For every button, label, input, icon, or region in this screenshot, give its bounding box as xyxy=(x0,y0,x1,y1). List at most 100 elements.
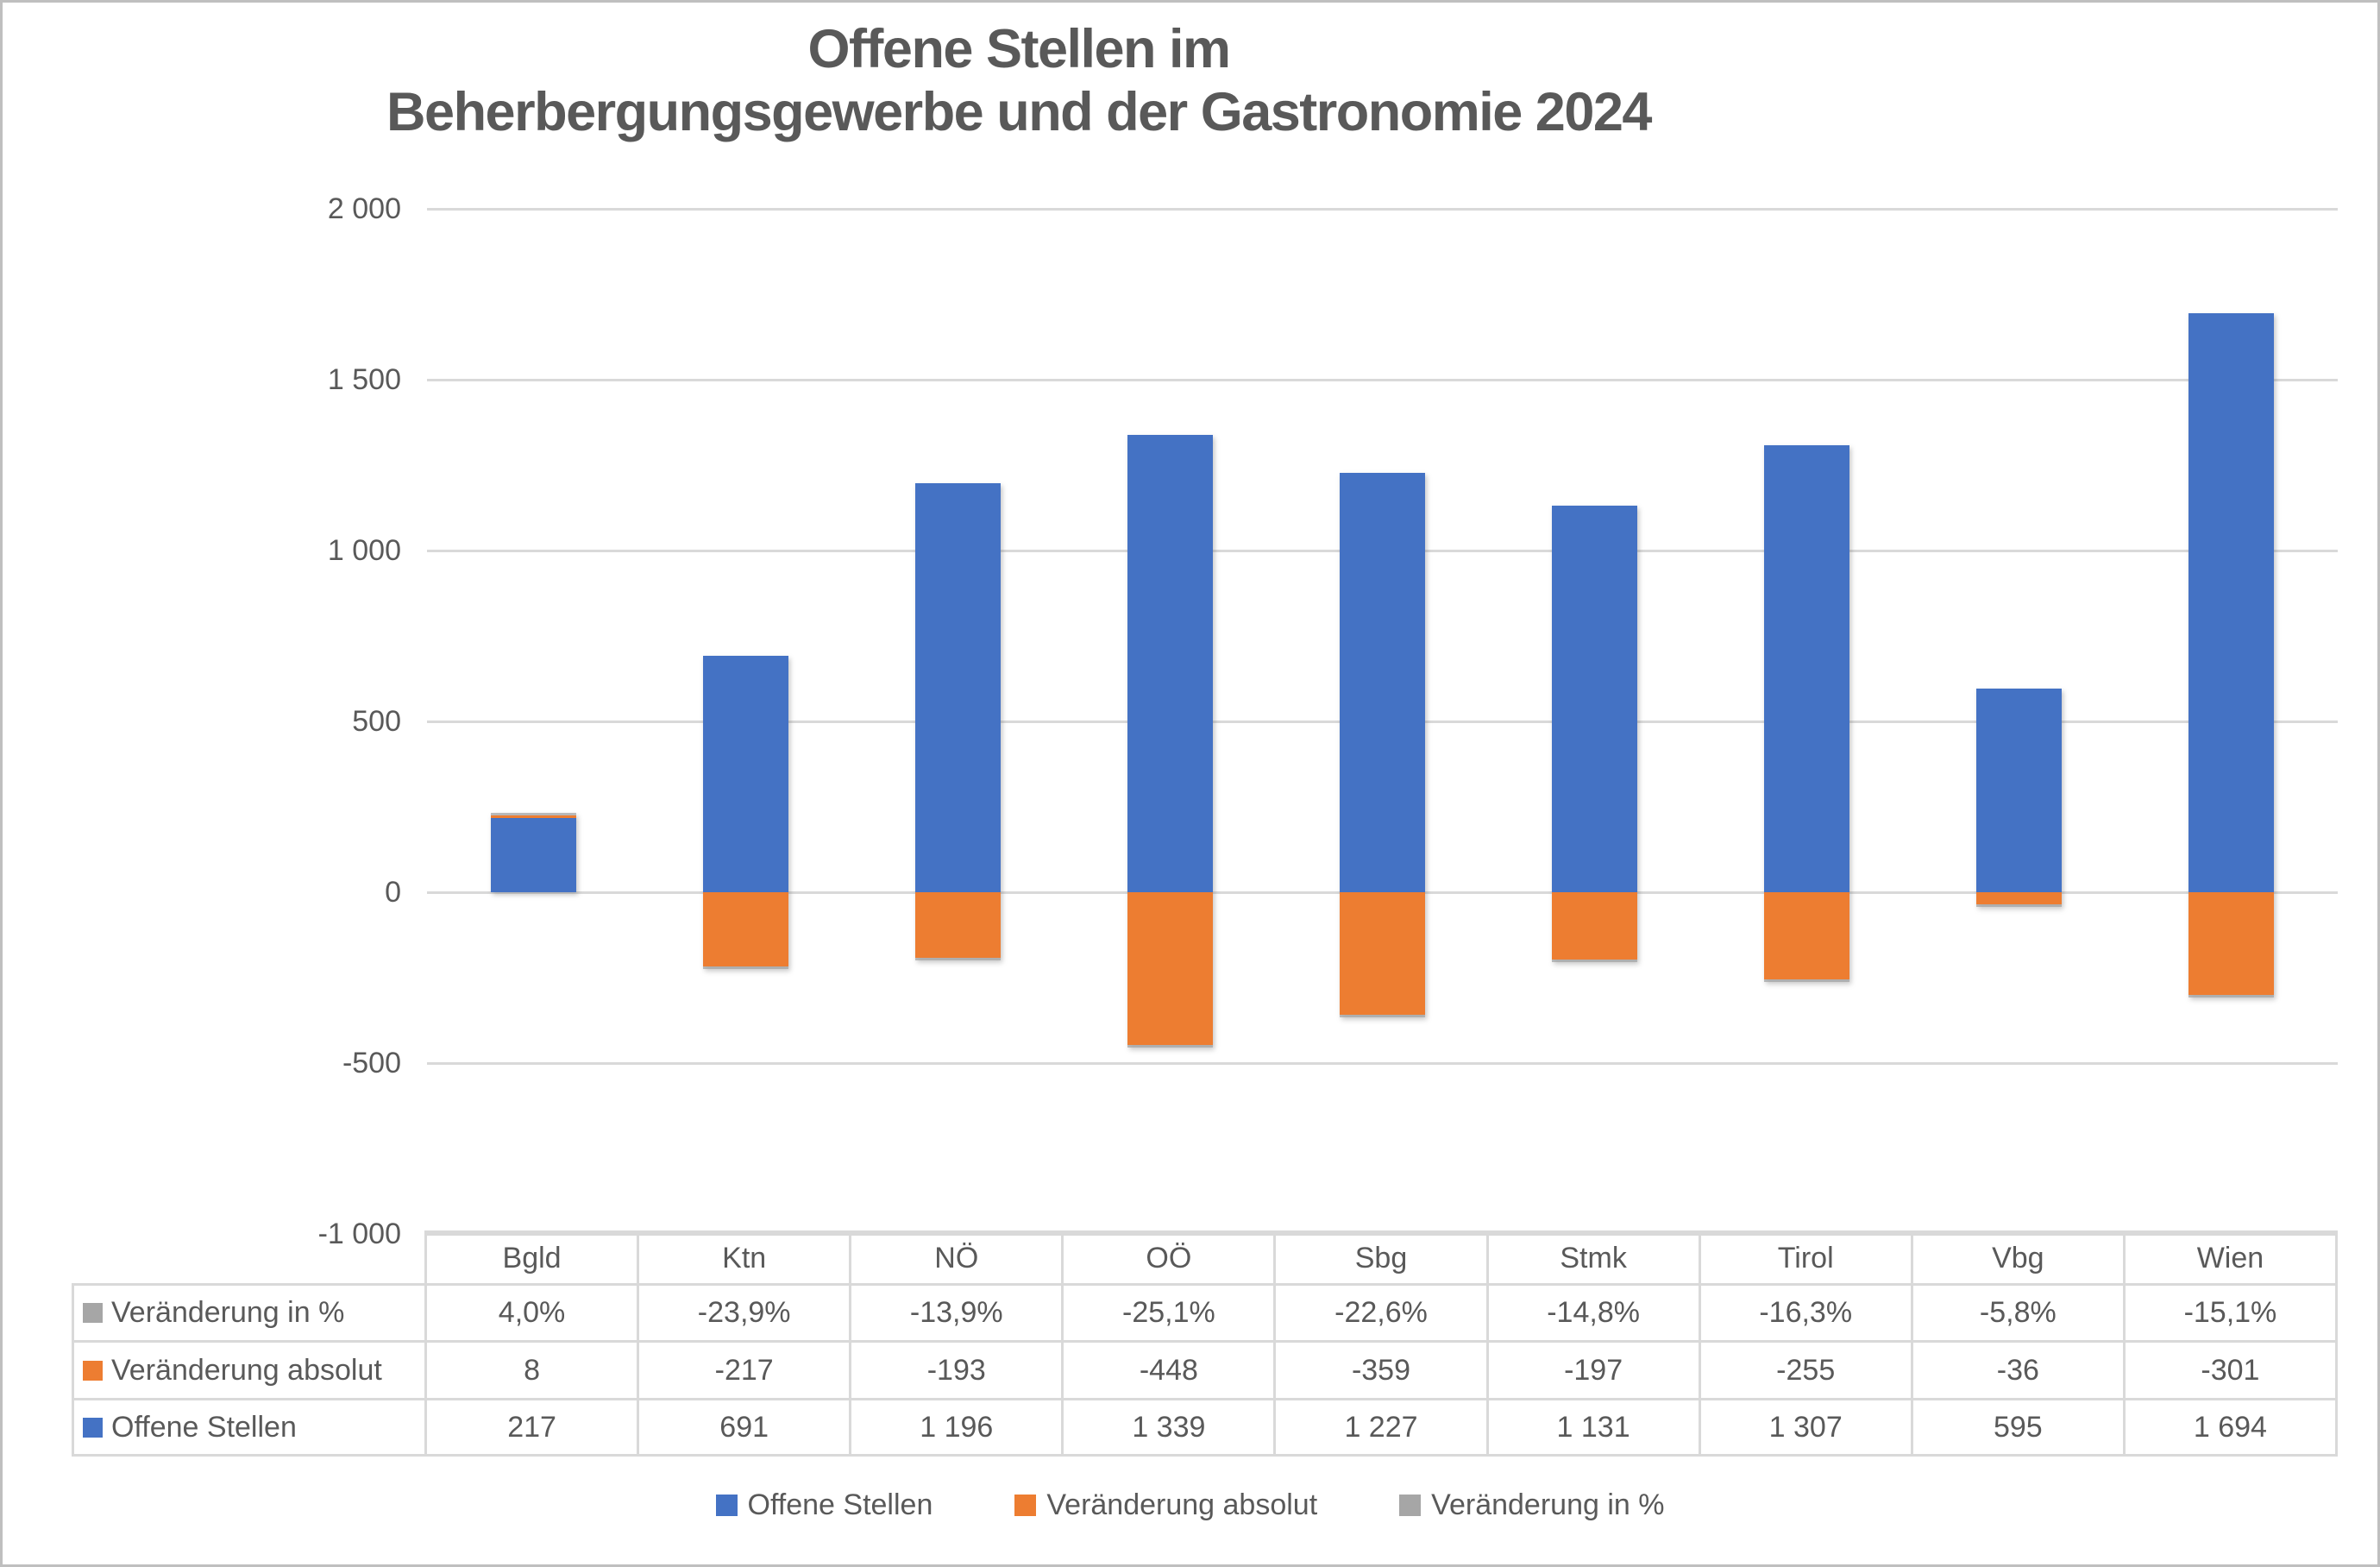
table-header-cell-noe: NÖ xyxy=(851,1230,1064,1286)
legend-key-icon-veraenderung-absolut xyxy=(1014,1495,1037,1516)
table-cell-offene-stellen-bgld: 217 xyxy=(427,1400,640,1457)
bar-offene-stellen-bgld xyxy=(490,818,576,892)
data-table: Bgld Ktn NÖ OÖ Sbg Stmk Tirol Vbg Wien Veränderun… xyxy=(72,1230,2338,1457)
bar-veraenderung-absolut-wien xyxy=(2188,892,2275,996)
bar-veraenderung-absolut-vbg xyxy=(1976,892,2063,905)
table-row-label-offene-stellen: Offene Stellen xyxy=(72,1400,427,1457)
bar-stack-vbg xyxy=(1976,3,2063,1564)
y-axis-tick-label: 0 xyxy=(385,876,401,909)
table-cell-veraenderung-absolut-noe: -193 xyxy=(851,1343,1064,1400)
table-cell-veraenderung-absolut-wien: -301 xyxy=(2125,1343,2338,1400)
table-cell-offene-stellen-noe: 1 196 xyxy=(851,1400,1064,1457)
legend-key-icon-offene-stellen xyxy=(715,1495,738,1516)
bar-stack-sbg xyxy=(1340,3,1425,1564)
bar-veraenderung-absolut-tirol xyxy=(1764,892,1850,979)
bar-offene-stellen-sbg xyxy=(1340,473,1425,892)
table-row-label-text: Veränderung in % xyxy=(111,1296,345,1329)
bar-veraenderung-in-prozent-ktn xyxy=(702,966,788,969)
table-cell-veraenderung-absolut-stmk: -197 xyxy=(1488,1343,1701,1400)
table-header-cell-tirol: Tirol xyxy=(1700,1230,1913,1286)
table-cell-veraenderung-in-prozent-noe: -13,9% xyxy=(851,1286,1064,1343)
legend-item-veraenderung-absolut: Veränderung absolut xyxy=(1014,1488,1317,1522)
table-cell-veraenderung-absolut-sbg: -359 xyxy=(1276,1343,1489,1400)
table-cell-veraenderung-in-prozent-ktn: -23,9% xyxy=(639,1286,852,1343)
table-cell-offene-stellen-vbg: 595 xyxy=(1912,1400,2126,1457)
bar-stack-stmk xyxy=(1552,3,1638,1564)
table-cell-veraenderung-in-prozent-bgld: 4,0% xyxy=(427,1286,640,1343)
bar-veraenderung-in-prozent-ooe xyxy=(1127,1045,1213,1048)
table-cell-offene-stellen-wien: 1 694 xyxy=(2125,1400,2338,1457)
table-cell-veraenderung-absolut-vbg: -36 xyxy=(1912,1343,2126,1400)
table-row-label-text: Offene Stellen xyxy=(111,1410,297,1444)
bar-offene-stellen-ktn xyxy=(702,656,788,892)
bar-veraenderung-absolut-bgld xyxy=(490,815,576,819)
legend-key-icon-veraenderung-in-prozent xyxy=(1399,1495,1422,1516)
legend-item-offene-stellen: Offene Stellen xyxy=(715,1488,933,1522)
table-cell-veraenderung-in-prozent-wien: -15,1% xyxy=(2125,1286,2338,1343)
bar-stack-bgld xyxy=(490,3,576,1564)
table-header-cell-vbg: Vbg xyxy=(1912,1230,2126,1286)
table-cell-veraenderung-absolut-ktn: -217 xyxy=(639,1343,852,1400)
bar-veraenderung-in-prozent-bgld xyxy=(490,812,576,815)
table-header-cell-wien: Wien xyxy=(2125,1230,2338,1286)
gridline xyxy=(427,207,2338,211)
legend-item-label: Veränderung absolut xyxy=(1046,1488,1318,1521)
bar-offene-stellen-tirol xyxy=(1764,445,1850,892)
legend: Offene Stellen Veränderung absolut Verände… xyxy=(3,1488,2377,1522)
table-header-cell-bgld: Bgld xyxy=(427,1230,640,1286)
chart-title-line1: Offene Stellen im xyxy=(807,19,1231,79)
table-row-label-veraenderung-absolut: Veränderung absolut xyxy=(72,1343,427,1400)
table-header-cell-ooe: OÖ xyxy=(1064,1230,1277,1286)
bar-veraenderung-absolut-sbg xyxy=(1340,892,1425,1016)
bar-stack-ktn xyxy=(702,3,788,1564)
bar-stack-ooe xyxy=(1127,3,1213,1564)
table-header-cell-ktn: Ktn xyxy=(639,1230,852,1286)
bar-veraenderung-absolut-ooe xyxy=(1127,892,1213,1046)
table-header-cell-stmk: Stmk xyxy=(1488,1230,1701,1286)
chart-title-line2: Beherbergungsgewerbe und der Gastronomie… xyxy=(386,82,1652,142)
chart-title: Offene Stellen im Beherbergungsgewerbe u… xyxy=(3,18,2035,144)
table-cell-veraenderung-in-prozent-sbg: -22,6% xyxy=(1276,1286,1489,1343)
y-axis-tick-label: -1 000 xyxy=(317,1218,401,1250)
bar-veraenderung-absolut-noe xyxy=(914,892,1001,959)
bar-offene-stellen-ooe xyxy=(1127,434,1213,892)
bar-stack-tirol xyxy=(1764,3,1850,1564)
bar-veraenderung-in-prozent-noe xyxy=(914,958,1001,961)
table-cell-veraenderung-in-prozent-vbg: -5,8% xyxy=(1912,1286,2126,1343)
gridline xyxy=(427,1061,2338,1065)
y-axis-tick-label: 500 xyxy=(352,705,401,738)
bar-veraenderung-in-prozent-stmk xyxy=(1552,960,1638,962)
bar-veraenderung-absolut-ktn xyxy=(702,892,788,966)
bar-veraenderung-in-prozent-sbg xyxy=(1340,1015,1425,1018)
table-cell-veraenderung-absolut-tirol: -255 xyxy=(1700,1343,1913,1400)
bar-veraenderung-in-prozent-vbg xyxy=(1976,904,2063,908)
table-row-label-veraenderung-in-prozent: Veränderung in % xyxy=(72,1286,427,1343)
table-cell-offene-stellen-ktn: 691 xyxy=(639,1400,852,1457)
table-cell-offene-stellen-tirol: 1 307 xyxy=(1700,1400,1913,1457)
legend-item-label: Offene Stellen xyxy=(747,1488,933,1521)
legend-item-veraenderung-in-prozent: Veränderung in % xyxy=(1399,1488,1664,1522)
y-axis-tick-label: 1 000 xyxy=(327,534,401,567)
y-axis-tick-label: 2 000 xyxy=(327,192,401,225)
table-header-cell-sbg: Sbg xyxy=(1276,1230,1489,1286)
gridline xyxy=(427,1232,2338,1236)
bar-offene-stellen-vbg xyxy=(1976,689,2063,892)
table-cell-veraenderung-absolut-ooe: -448 xyxy=(1064,1343,1277,1400)
legend-key-icon-veraenderung-absolut xyxy=(83,1360,103,1381)
table-cell-offene-stellen-ooe: 1 339 xyxy=(1064,1400,1277,1457)
table-corner-cell xyxy=(72,1230,427,1286)
table-cell-veraenderung-in-prozent-stmk: -14,8% xyxy=(1488,1286,1701,1343)
bar-veraenderung-absolut-stmk xyxy=(1552,892,1638,960)
table-cell-veraenderung-absolut-bgld: 8 xyxy=(427,1343,640,1400)
table-cell-offene-stellen-sbg: 1 227 xyxy=(1276,1400,1489,1457)
bar-offene-stellen-noe xyxy=(914,483,1001,892)
bar-veraenderung-in-prozent-wien xyxy=(2188,995,2275,998)
bar-stack-noe xyxy=(914,3,1001,1564)
bar-offene-stellen-stmk xyxy=(1552,506,1638,892)
legend-item-label: Veränderung in % xyxy=(1431,1488,1665,1521)
bar-offene-stellen-wien xyxy=(2188,313,2275,892)
legend-key-icon-veraenderung-in-prozent xyxy=(83,1303,103,1323)
bar-veraenderung-in-prozent-tirol xyxy=(1764,979,1850,982)
y-axis-tick-label: 1 500 xyxy=(327,363,401,396)
